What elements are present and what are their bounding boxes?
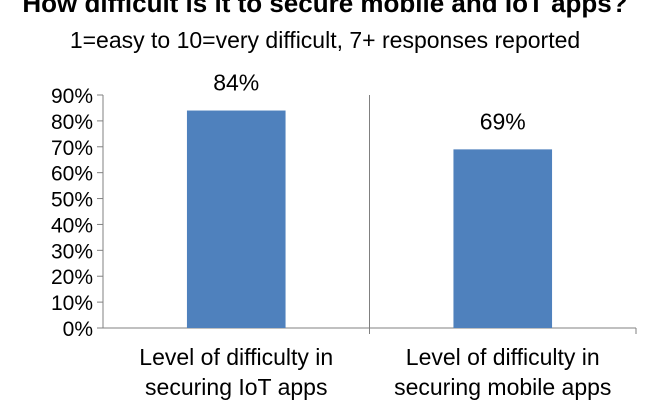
category-label: securing mobile apps [394, 374, 611, 400]
y-tick-label: 50% [51, 189, 93, 212]
bar [453, 149, 553, 328]
data-label: 84% [213, 70, 259, 96]
y-tick-label: 70% [51, 137, 93, 160]
chart-title: How difficult is it to secure mobile and… [22, 0, 628, 18]
category-label: Level of difficulty in [406, 344, 600, 370]
chart-subtitle: 1=easy to 10=very difficult, 7+ response… [69, 27, 581, 53]
y-tick-label: 80% [51, 111, 93, 134]
bar [186, 110, 286, 329]
category-label: Level of difficulty in [139, 344, 333, 370]
category-label: securing IoT apps [145, 374, 327, 400]
y-tick-label: 10% [51, 292, 93, 315]
y-tick-label: 60% [51, 163, 93, 186]
y-tick-label: 90% [51, 85, 93, 108]
y-tick-label: 20% [51, 266, 93, 289]
y-tick-label: 30% [51, 240, 93, 263]
y-tick-label: 0% [63, 318, 93, 341]
y-tick-label: 40% [51, 214, 93, 237]
data-label: 69% [480, 108, 526, 134]
